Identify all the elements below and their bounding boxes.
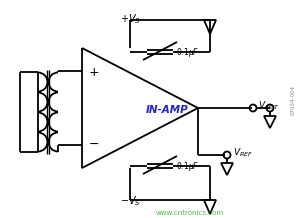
Polygon shape: [221, 163, 233, 175]
Text: $V_{OUT}$: $V_{OUT}$: [258, 100, 280, 112]
Text: $+V_S$: $+V_S$: [119, 12, 141, 26]
Text: +: +: [89, 65, 99, 78]
Text: $0.1\mu F$: $0.1\mu F$: [176, 160, 200, 172]
Text: $V_{REF}$: $V_{REF}$: [233, 147, 253, 159]
Polygon shape: [204, 20, 216, 34]
Polygon shape: [204, 200, 216, 214]
Text: $-V_S$: $-V_S$: [119, 194, 141, 208]
Text: −: −: [89, 138, 99, 150]
Text: www.cntronics.com: www.cntronics.com: [156, 210, 224, 216]
Text: IN-AMP: IN-AMP: [146, 105, 189, 115]
Polygon shape: [264, 116, 276, 128]
Text: 07034-004: 07034-004: [290, 85, 296, 115]
Text: $0.1\mu F$: $0.1\mu F$: [176, 46, 200, 58]
